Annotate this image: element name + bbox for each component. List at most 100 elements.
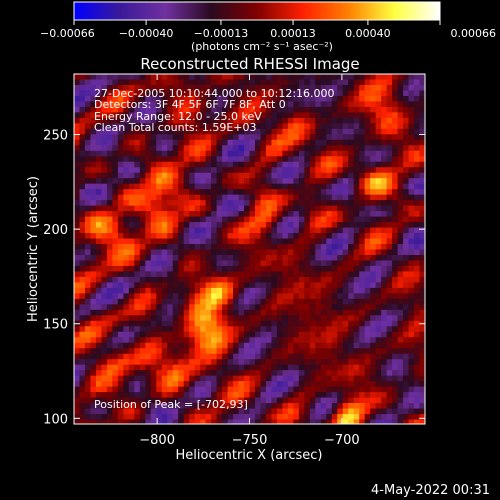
heatmap-cell xyxy=(233,265,239,272)
heatmap-cell xyxy=(101,287,108,294)
heatmap-cell xyxy=(370,342,377,349)
heatmap-cell xyxy=(359,359,366,366)
heatmap-cell xyxy=(309,353,316,360)
heatmap-cell xyxy=(128,342,135,349)
heatmap-cell xyxy=(216,254,223,261)
heatmap-cell xyxy=(408,419,415,424)
heatmap-cell xyxy=(370,84,377,91)
heatmap-cell xyxy=(408,326,415,333)
heatmap-cell xyxy=(337,287,344,294)
heatmap-cell xyxy=(408,397,415,404)
heatmap-cell xyxy=(101,183,108,190)
heatmap-cell xyxy=(287,397,294,404)
heatmap-cell xyxy=(134,315,141,322)
heatmap-cell xyxy=(95,200,102,207)
heatmap-cell xyxy=(167,375,174,382)
heatmap-cell xyxy=(161,276,168,283)
heatmap-cell xyxy=(227,112,234,119)
heatmap-cell xyxy=(364,84,371,91)
heatmap-cell xyxy=(276,145,283,152)
heatmap-cell xyxy=(167,150,174,157)
heatmap-cell xyxy=(254,370,261,377)
heatmap-cell xyxy=(304,178,311,185)
heatmap-cell xyxy=(392,161,398,168)
heatmap-cell xyxy=(271,95,278,102)
heatmap-cell xyxy=(211,205,217,212)
heatmap-cell xyxy=(101,74,108,80)
heatmap-cell xyxy=(403,222,409,228)
heatmap-cell xyxy=(403,419,409,424)
heatmap-cell xyxy=(200,200,207,207)
heatmap-cell xyxy=(254,161,261,168)
heatmap-cell xyxy=(222,205,228,212)
heatmap-cell xyxy=(249,364,256,371)
heatmap-cell xyxy=(364,419,371,424)
heatmap-cell xyxy=(320,150,327,157)
heatmap-cell xyxy=(101,359,108,366)
heatmap-cell xyxy=(139,419,146,424)
heatmap-cell xyxy=(359,320,366,327)
heatmap-cell xyxy=(227,364,234,371)
colorbar-ticks: −0.00066 −0.00040 −0.00013 0.00013 0.00040 0.… xyxy=(40,20,496,40)
heatmap-cell xyxy=(403,403,409,409)
heatmap-cell xyxy=(189,304,196,311)
heatmap-cell xyxy=(309,200,316,207)
heatmap-cell xyxy=(227,331,234,338)
heatmap-cell xyxy=(167,320,174,327)
heatmap-cell xyxy=(260,315,267,322)
heatmap-cell xyxy=(370,244,377,250)
heatmap-cell xyxy=(375,331,382,338)
heatmap-cell xyxy=(315,359,322,366)
heatmap-cell xyxy=(381,112,388,119)
heatmap-cell xyxy=(370,359,377,366)
heatmap-cell xyxy=(145,315,152,322)
heatmap-cell xyxy=(392,200,398,207)
heatmap-cell xyxy=(233,326,239,333)
heatmap-cell xyxy=(375,276,382,283)
heatmap-cell xyxy=(375,298,382,305)
heatmap-cell xyxy=(260,128,267,135)
heatmap-cell xyxy=(106,381,113,388)
heatmap-cell xyxy=(79,265,86,272)
heatmap-cell xyxy=(326,134,333,141)
heatmap-cell xyxy=(150,370,157,377)
heatmap-cell xyxy=(414,200,420,207)
heatmap-cell xyxy=(244,222,250,228)
heatmap-cell xyxy=(315,408,322,415)
heatmap-cell xyxy=(211,359,217,366)
heatmap-cell xyxy=(392,244,398,250)
heatmap-cell xyxy=(139,134,146,141)
heatmap-cell xyxy=(320,101,327,108)
heatmap-cell xyxy=(90,282,97,289)
heatmap-cell xyxy=(331,156,338,163)
heatmap-cell xyxy=(74,293,80,300)
heatmap-cell xyxy=(150,304,157,311)
heatmap-cell xyxy=(414,205,420,212)
heatmap-cell xyxy=(233,222,239,228)
heatmap-cell xyxy=(117,265,124,272)
heatmap-cell xyxy=(282,326,289,333)
heatmap-cell xyxy=(216,244,223,250)
heatmap-cell xyxy=(249,353,256,360)
heatmap-cell xyxy=(397,276,404,283)
heatmap-cell xyxy=(282,260,289,267)
heatmap-cell xyxy=(254,331,261,338)
heatmap-cell xyxy=(337,381,344,388)
heatmap-cell xyxy=(364,123,371,130)
heatmap-cell xyxy=(408,172,415,179)
heatmap-cell xyxy=(227,167,234,174)
heatmap-cell xyxy=(287,348,294,355)
heatmap-cell xyxy=(134,167,141,174)
heatmap-cell xyxy=(364,167,371,174)
heatmap-cell xyxy=(403,189,409,196)
heatmap-cell xyxy=(244,244,250,250)
heatmap-cell xyxy=(320,375,327,382)
heatmap-cell xyxy=(287,189,294,196)
heatmap-cell xyxy=(238,205,245,212)
heatmap-cell xyxy=(189,244,196,250)
heatmap-cell xyxy=(386,320,393,327)
heatmap-cell xyxy=(370,172,377,179)
heatmap-cell xyxy=(117,348,124,355)
heatmap-cell xyxy=(364,106,371,113)
heatmap-cell xyxy=(331,238,338,245)
